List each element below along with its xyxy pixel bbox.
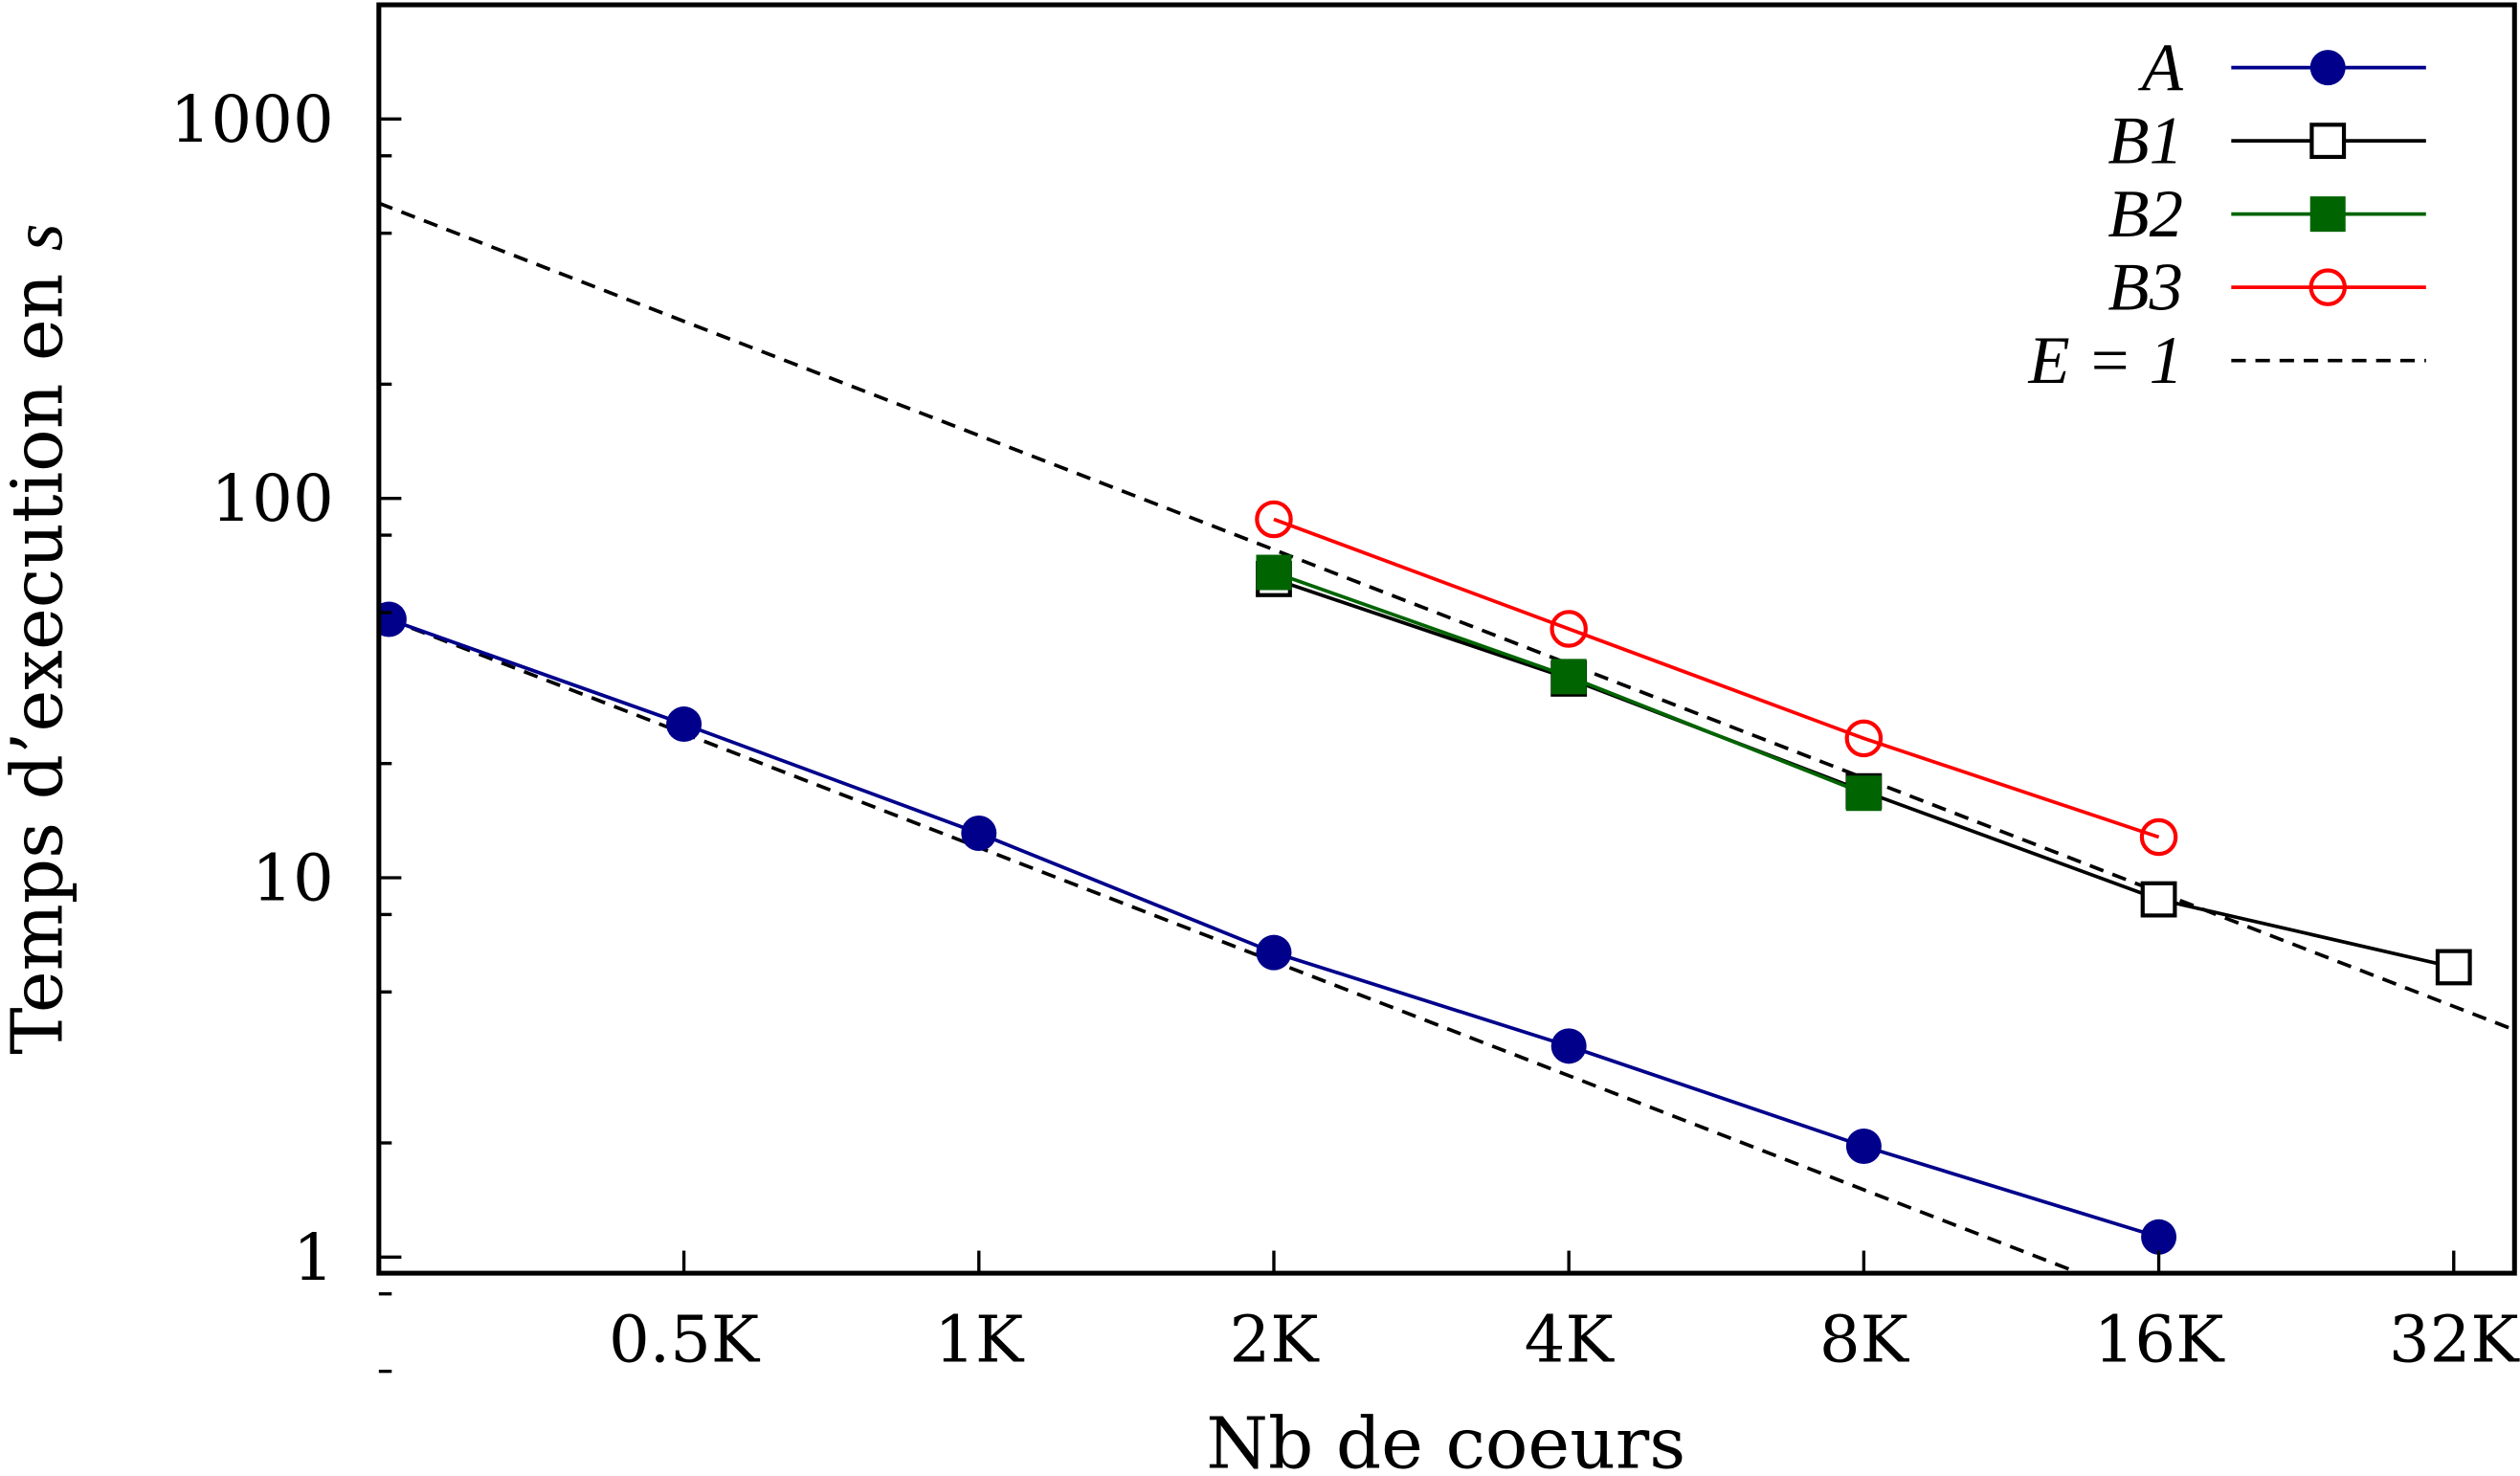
data-point-b2: [1845, 775, 1882, 812]
ticks: 1 10 100 1000 0.5K 1K 2K 4K 8K 16K 32K: [170, 82, 2520, 1377]
data-point-a: [961, 816, 997, 852]
y-tick-label: 1000: [170, 82, 334, 157]
data-point-b1: [2435, 949, 2472, 986]
series-line-a: [388, 617, 2160, 1240]
legend-label: B3: [2107, 251, 2182, 325]
legend-label: B1: [2107, 104, 2182, 179]
data-point-b3: [2139, 817, 2178, 857]
data-point-b3: [1844, 719, 1884, 758]
x-tick-label: 4K: [1525, 1303, 1616, 1377]
legend-label: E = 1: [2027, 324, 2182, 398]
y-tick-label: 100: [211, 461, 333, 536]
x-tick-label: 0.5K: [609, 1303, 761, 1377]
x-tick-label: 16K: [2094, 1303, 2226, 1377]
data-point-a: [2141, 1219, 2177, 1255]
data-point-a: [1550, 1028, 1587, 1064]
y-axis-label-variable: s: [0, 223, 78, 251]
data-point-a: [1256, 934, 1292, 971]
y-axis-label-text: Temps d’execution en: [0, 251, 79, 1055]
y-tick-label: 10: [252, 841, 334, 916]
data-point-b2: [1256, 554, 1292, 591]
plot-frame: [376, 2, 2517, 1276]
reference-line-e1: [388, 617, 2081, 1274]
data-point-a: [1845, 1128, 1882, 1164]
legend-label: A: [2138, 31, 2184, 105]
x-tick-label: 32K: [2389, 1303, 2520, 1377]
legend-marker: [2309, 123, 2347, 160]
legend-marker: [2309, 196, 2346, 233]
data-point-b1: [2140, 881, 2177, 918]
legend-marker: [2308, 268, 2347, 306]
series-line-b1: [1273, 577, 2455, 970]
series-line-b3: [1273, 517, 2160, 839]
legend-label: B2: [2107, 177, 2182, 252]
legend-marker: [2309, 50, 2346, 86]
x-tick-label: 8K: [1819, 1303, 1910, 1377]
data-point-b2: [1550, 659, 1587, 695]
y-tick-label: 1: [293, 1220, 334, 1295]
x-tick-label: 1K: [934, 1303, 1025, 1377]
y-axis-label: Temps d’execution en s: [0, 223, 79, 1054]
x-tick-label: 2K: [1229, 1303, 1320, 1377]
x-axis-label: Nb de coeurs: [1206, 1403, 1685, 1476]
data-point-b3: [1255, 500, 1293, 539]
data-point-a: [666, 706, 702, 743]
data-point-b3: [1550, 610, 1588, 648]
clipped-marks: [378, 201, 2515, 1274]
data-point-a: [378, 601, 407, 637]
plot-marks: [378, 201, 2515, 1274]
